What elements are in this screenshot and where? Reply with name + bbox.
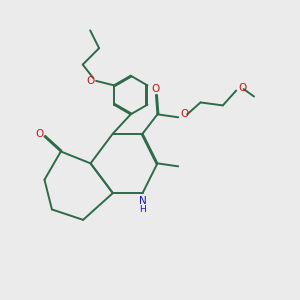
Text: N: N [139,196,146,206]
Text: H: H [139,205,146,214]
Text: O: O [152,84,160,94]
Text: O: O [35,129,43,139]
Text: O: O [87,76,95,86]
Text: O: O [238,82,246,93]
Text: O: O [180,109,188,119]
